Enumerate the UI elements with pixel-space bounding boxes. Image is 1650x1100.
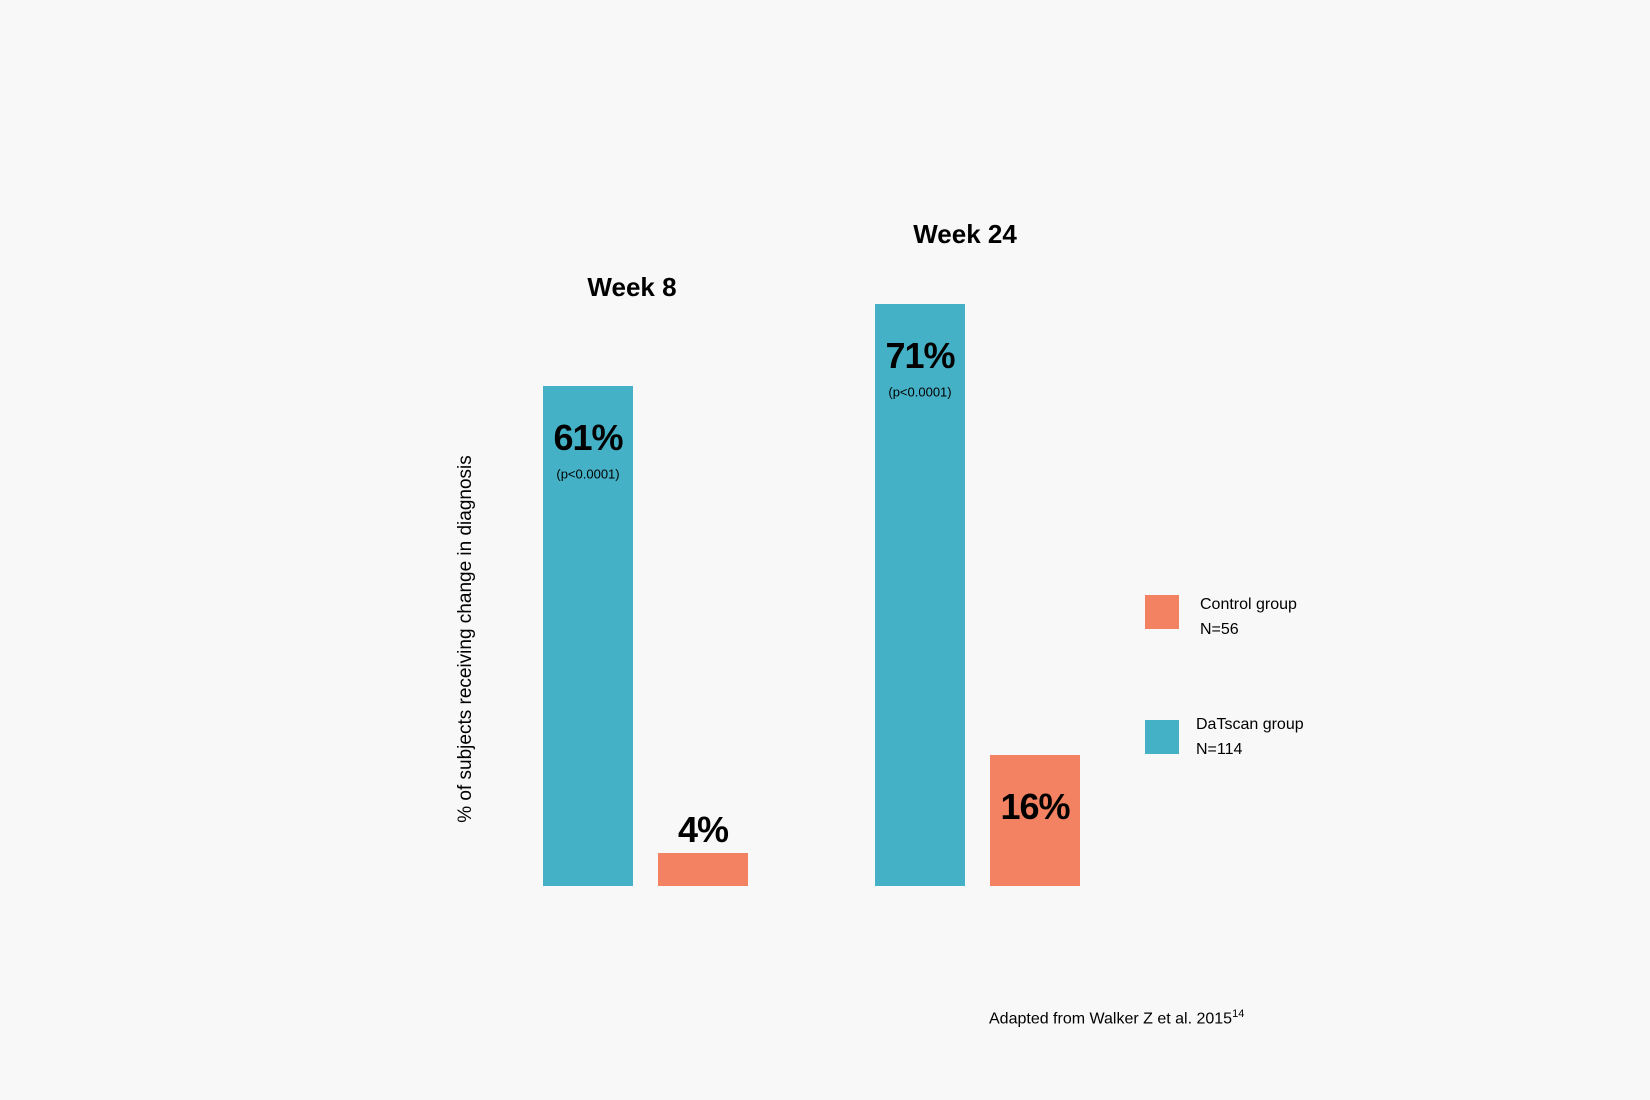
legend-item-datscan: DaTscan group N=114 <box>1196 712 1304 762</box>
category-label-week-24: Week 24 <box>913 219 1017 249</box>
bar-control-1 <box>990 754 1080 886</box>
category-label-week-8: Week 8 <box>587 272 677 302</box>
p-value-label: (p<0.0001) <box>888 384 952 400</box>
source-footnote: Adapted from Walker Z et al. 201514 <box>989 1008 1244 1028</box>
data-label: 71% <box>885 334 955 376</box>
bar-datscan-1 <box>875 303 965 886</box>
y-axis-label: % of subjects receiving change in diagno… <box>455 455 476 823</box>
p-value-label: (p<0.0001) <box>556 466 620 482</box>
legend-n-control: N=56 <box>1200 621 1239 638</box>
bar-control-0 <box>658 853 748 886</box>
data-label: 61% <box>553 416 623 458</box>
bar-datscan-0 <box>543 385 633 886</box>
legend-n-datscan: N=114 <box>1196 741 1243 758</box>
legend-label-control: Control group <box>1200 596 1297 613</box>
legend-item-control: Control group N=56 <box>1200 592 1297 642</box>
legend-label-datscan: DaTscan group <box>1196 716 1304 733</box>
data-label: 16% <box>1000 785 1070 827</box>
legend-swatch-datscan <box>1145 720 1179 754</box>
footnote-text: Adapted from Walker Z et al. 2015 <box>989 1010 1233 1028</box>
data-label: 4% <box>677 809 729 851</box>
footnote-reference: 14 <box>1232 1008 1245 1020</box>
legend-swatch-control <box>1145 595 1179 629</box>
